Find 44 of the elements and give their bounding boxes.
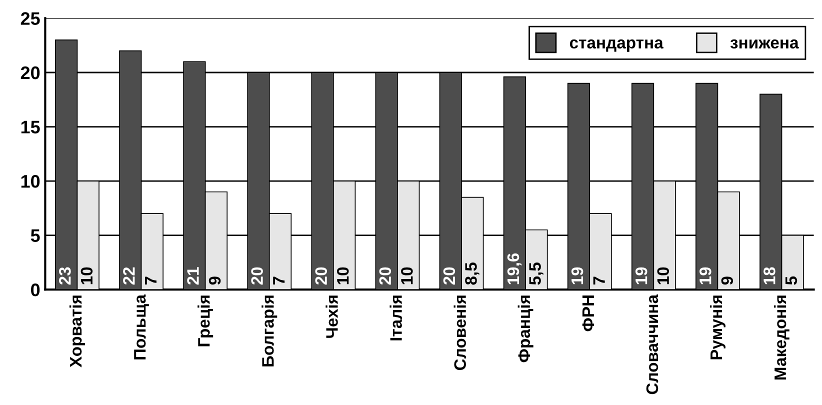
data-label: 21 xyxy=(187,267,199,285)
y-tick-label: 15 xyxy=(21,120,40,134)
legend-label: знижена xyxy=(730,39,799,49)
data-label: 8,5 xyxy=(465,262,480,285)
data-label: 9 xyxy=(721,276,734,285)
data-label: 18 xyxy=(764,267,776,284)
data-label: 7 xyxy=(145,276,156,285)
data-label: 10 xyxy=(336,267,349,284)
x-tick-label: Італія xyxy=(390,296,402,340)
data-label: 5 xyxy=(785,276,798,285)
x-tick-label: Франція xyxy=(518,296,534,362)
data-label: 9 xyxy=(208,276,221,285)
x-tick-label: Румунія xyxy=(710,296,726,360)
data-label: 20 xyxy=(379,267,392,285)
x-tick-label: Словенія xyxy=(454,296,466,370)
data-label: 20 xyxy=(251,267,263,285)
x-tick-label: ФРН xyxy=(582,296,594,332)
y-tick-label: 10 xyxy=(21,174,40,188)
data-label: 19 xyxy=(571,267,584,284)
legend-label: стандартна xyxy=(570,39,664,52)
data-label: 7 xyxy=(273,276,285,285)
y-tick-label: 5 xyxy=(30,229,40,242)
data-label: 10 xyxy=(657,267,670,284)
data-label: 7 xyxy=(593,276,605,285)
data-label: 23 xyxy=(59,267,71,285)
y-tick-label: 0 xyxy=(31,284,40,296)
data-label: 20 xyxy=(315,267,328,285)
data-label: 5,5 xyxy=(529,262,544,285)
x-tick-label: Словаччина xyxy=(646,294,658,394)
x-tick-label: Македонія xyxy=(774,296,790,380)
x-tick-label: Польща xyxy=(134,294,149,360)
x-tick-label: Греція xyxy=(198,296,214,346)
x-tick-label: Хорватія xyxy=(69,296,85,368)
data-label: 22 xyxy=(123,267,135,285)
data-label: 19 xyxy=(699,267,712,284)
data-label: 10 xyxy=(401,267,413,284)
data-label: 19 xyxy=(635,267,648,284)
x-tick-label: Чехія xyxy=(326,296,338,338)
data-label: 19,6 xyxy=(507,253,522,284)
data-label: 20 xyxy=(443,267,456,285)
y-tick-label: 25 xyxy=(20,12,40,25)
x-tick-label: Болгарія xyxy=(262,296,278,366)
data-label: 10 xyxy=(80,267,93,284)
y-tick-label: 20 xyxy=(20,66,40,80)
